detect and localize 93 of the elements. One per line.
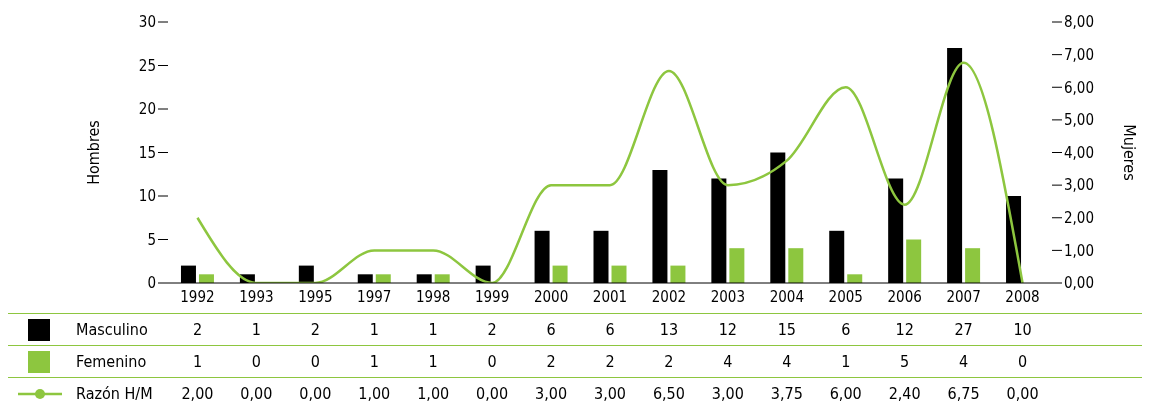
bar (788, 248, 804, 283)
y2-tick-label: 1,00 (1064, 241, 1095, 260)
y-tick-label: 20 (138, 100, 156, 119)
data-label: 0,00 (239, 384, 274, 403)
data-label: 2 (604, 352, 616, 371)
x-tick-label: 2008 (1005, 287, 1040, 306)
data-label: 27 (953, 320, 974, 339)
data-label: 12 (717, 320, 738, 339)
data-label: 1 (840, 352, 852, 371)
data-label: 5 (899, 352, 911, 371)
bar (611, 265, 627, 283)
data-label: 1 (368, 320, 380, 339)
y2-tick-label: 6,00 (1064, 78, 1095, 97)
x-tick-label: 2004 (769, 287, 804, 306)
y-axis-title: Hombres (83, 120, 103, 185)
data-label: 0 (309, 352, 321, 371)
y2-tick-label: 4,00 (1064, 143, 1095, 162)
y2-axis-title: Mujeres (1120, 124, 1140, 181)
x-tick-label: 1992 (180, 287, 215, 306)
x-tick-label: 1999 (474, 287, 510, 306)
data-label: 6,75 (946, 384, 981, 403)
legend-label: Femenino (76, 352, 147, 371)
data-label: 3,75 (769, 384, 804, 403)
data-label: 2 (486, 320, 498, 339)
y-tick-label: 30 (138, 13, 156, 32)
x-tick-label: 1997 (357, 287, 392, 306)
y2-tick-label: 0,00 (1064, 274, 1095, 293)
data-label: 1 (191, 352, 204, 371)
data-label: 1 (250, 320, 262, 339)
x-tick-label: 2000 (533, 287, 569, 306)
data-label: 2 (545, 352, 557, 371)
data-label: 4 (722, 352, 734, 371)
data-label: 1,00 (416, 384, 451, 403)
x-tick-label: 2006 (887, 287, 922, 306)
data-label: 13 (658, 320, 680, 339)
data-label: 0 (486, 352, 498, 371)
y2-tick-label: 2,00 (1064, 209, 1095, 228)
x-tick-label: 1993 (239, 287, 274, 306)
bar (729, 248, 745, 283)
bar (434, 274, 450, 283)
data-label: 6 (545, 320, 557, 339)
data-label: 15 (776, 320, 797, 339)
x-tick-label: 1998 (416, 287, 451, 306)
data-label: 4 (781, 352, 793, 371)
x-tick-label: 2002 (651, 287, 687, 306)
bar (906, 239, 922, 283)
data-label: 2 (191, 320, 204, 339)
x-tick-label: 2005 (828, 287, 863, 306)
data-label: 6 (840, 320, 852, 339)
data-label: 10 (1012, 320, 1033, 339)
data-label: 2 (309, 320, 321, 339)
legend-label: Masculino (76, 320, 148, 339)
legend-label: Razón H/M (76, 384, 153, 403)
y2-tick-label: 7,00 (1064, 45, 1095, 64)
data-label: 0,00 (298, 384, 333, 403)
data-label: 12 (894, 320, 915, 339)
data-label: 3,00 (710, 384, 745, 403)
data-label: 6,50 (651, 384, 686, 403)
data-label: 3,00 (534, 384, 569, 403)
x-tick-label: 2007 (946, 287, 981, 306)
y-tick-label: 0 (147, 274, 156, 293)
data-label: 2,40 (887, 384, 922, 403)
y2-tick-label: 8,00 (1064, 13, 1095, 32)
bar (670, 265, 686, 283)
x-tick-label: 1995 (298, 287, 333, 306)
bar (847, 274, 863, 283)
data-label: 1,00 (357, 384, 392, 403)
y-tick-label: 15 (138, 143, 156, 162)
x-tick-label: 2003 (710, 287, 746, 306)
bar (552, 265, 568, 283)
data-label: 1 (368, 352, 380, 371)
data-label: 0,00 (1005, 384, 1040, 403)
data-label: 0,00 (475, 384, 510, 403)
bar (375, 274, 391, 283)
data-label: 3,00 (592, 384, 627, 403)
data-label: 0 (250, 352, 262, 371)
data-label: 1 (427, 320, 439, 339)
y-tick-label: 10 (138, 187, 156, 206)
y-tick-label: 5 (147, 230, 156, 249)
data-label: 1 (427, 352, 439, 371)
y2-tick-label: 3,00 (1064, 176, 1095, 195)
data-label: 2,00 (180, 384, 215, 403)
line-series (196, 61, 1024, 283)
data-label: 2 (663, 352, 675, 371)
y-tick-label: 25 (138, 56, 156, 75)
data-label: 6 (604, 320, 616, 339)
data-label: 6,00 (828, 384, 863, 403)
y2-tick-label: 5,00 (1064, 111, 1095, 130)
bar (965, 248, 981, 283)
x-tick-label: 2001 (592, 287, 628, 306)
data-label: 0 (1016, 352, 1029, 371)
data-label: 4 (958, 352, 970, 371)
bar (198, 274, 214, 283)
